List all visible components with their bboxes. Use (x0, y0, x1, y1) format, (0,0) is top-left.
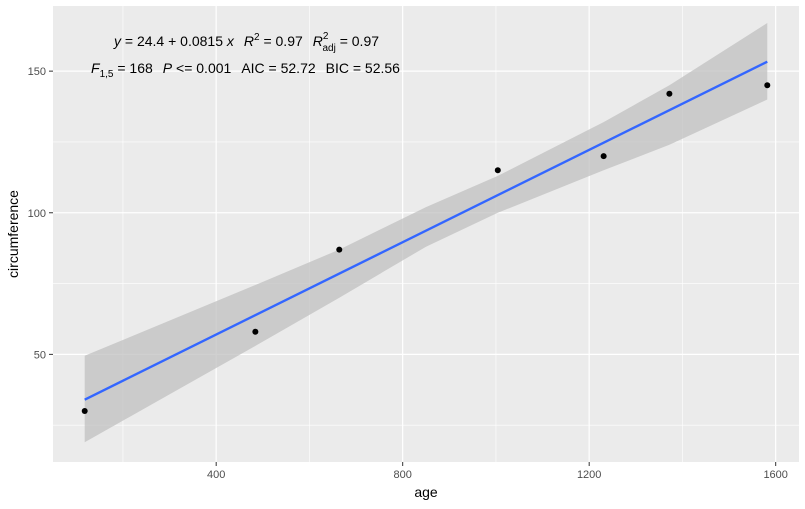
data-point (764, 82, 771, 89)
x-tick-label: 1200 (577, 469, 601, 481)
x-tick-label: 400 (207, 469, 225, 481)
confidence-band (84, 23, 768, 443)
data-point (600, 153, 607, 160)
annotation-line-1: y = 24.4 + 0.0815 x R2 = 0.97 R2 adj = 0.97 (113, 31, 379, 54)
x-tick-label: 1600 (763, 469, 787, 481)
fit-line (84, 60, 768, 401)
data-point (666, 90, 673, 97)
grid-major (53, 6, 799, 462)
data-point (81, 408, 88, 415)
y-axis-ticks: 50 100 150 (28, 66, 53, 361)
data-point (336, 246, 343, 253)
y-tick-label: 100 (28, 208, 46, 220)
annotation-line-2: F1,5 = 168 P <= 0.001 AIC = 52.72 BIC = 52.… (91, 60, 400, 80)
y-axis-title: circumference (5, 190, 21, 278)
y-tick-label: 150 (28, 66, 46, 78)
data-points (81, 82, 771, 415)
data-point (494, 167, 501, 174)
data-point (252, 328, 259, 335)
x-axis-title: age (414, 484, 438, 500)
x-tick-label: 800 (394, 469, 412, 481)
y-tick-label: 50 (34, 349, 46, 361)
x-axis-ticks: 400 800 1200 1600 (207, 462, 788, 481)
